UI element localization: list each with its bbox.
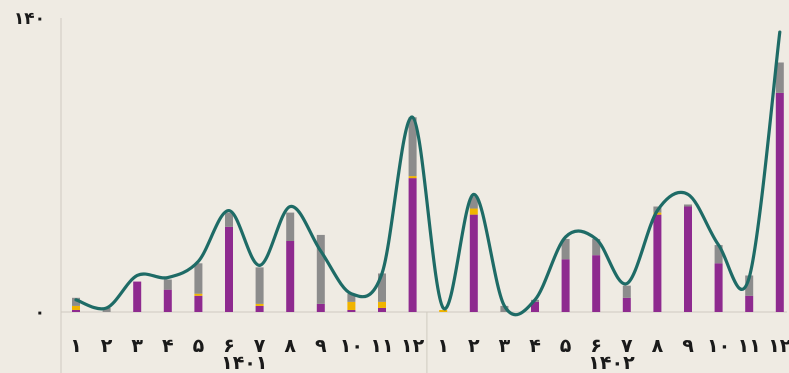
bar-segment: [133, 281, 142, 312]
y-tick-label: ۰: [35, 303, 45, 323]
bar-segment: [469, 196, 478, 209]
bar-segment: [622, 285, 631, 298]
bar-segment: [378, 273, 386, 302]
bar-segment: [225, 212, 233, 227]
bar-segment: [745, 275, 754, 296]
x-tick-label: ۷: [254, 335, 266, 357]
x-tick-label: ۲: [101, 335, 113, 357]
bar-segment: [378, 301, 386, 308]
bar-segment: [439, 309, 448, 312]
x-tick-label: ۳: [131, 335, 143, 357]
x-tick-label: ۱۲: [768, 335, 789, 357]
total-line: [74, 30, 782, 317]
bar-segment: [592, 238, 601, 256]
bar-segment: [72, 297, 80, 306]
x-tick-label: ۱: [70, 335, 82, 357]
x-tick-label: ۸: [652, 335, 664, 357]
x-tick-label: ۹: [682, 335, 694, 357]
bar-segment: [72, 305, 80, 310]
bar-segment: [255, 305, 264, 312]
bar-segment: [653, 214, 662, 312]
bar-segment: [775, 92, 784, 313]
bar-segment: [255, 267, 264, 304]
bar-segment: [714, 245, 723, 264]
bar-segment: [745, 295, 754, 312]
x-tick-label: ۱: [437, 335, 449, 357]
x-tick-label: ۴: [162, 335, 174, 357]
x-tick-label: ۱۱: [738, 335, 761, 357]
bar-segment: [592, 255, 601, 312]
bar-segment: [347, 293, 356, 302]
bar-segment: [347, 301, 356, 310]
bar-segment: [714, 263, 723, 312]
bar-segment: [163, 289, 172, 312]
y-tick-label: ۱۴۰: [14, 9, 45, 29]
bar-segment: [286, 212, 295, 241]
x-tick-label: ۱۱: [370, 335, 393, 357]
bar-segment: [163, 279, 172, 290]
bar-segment: [378, 307, 386, 312]
bar-segment: [102, 307, 111, 312]
bar-segment: [316, 234, 325, 304]
x-tick-label: ۲: [468, 335, 480, 357]
bar-segment: [408, 178, 417, 312]
bar-segment: [469, 214, 478, 312]
bar-segment: [561, 238, 570, 260]
bar-segment: [469, 208, 478, 215]
bar-segment: [225, 226, 233, 312]
bar-segment: [561, 259, 570, 312]
bar-segment: [347, 309, 356, 312]
x-tick-label: ۶: [590, 335, 602, 357]
bar-segment: [72, 309, 80, 312]
x-tick-label: ۴: [529, 335, 541, 357]
group-label: ۱۴۰۲: [588, 352, 635, 373]
bar-segment: [286, 241, 295, 312]
bar-segment: [408, 176, 417, 179]
bar-segment: [194, 263, 203, 294]
x-tick-label: ۱۰: [707, 335, 730, 357]
x-tick-label: ۱۲: [401, 335, 425, 357]
x-tick-label: ۳: [499, 335, 511, 357]
bar-segment: [194, 293, 203, 296]
x-tick-label: ۱۰: [340, 335, 363, 357]
bar-segment: [531, 301, 539, 312]
bar-segment: [194, 295, 203, 312]
bar-segment: [775, 62, 784, 93]
x-tick-label: ۷: [621, 335, 633, 357]
bar-segment: [684, 206, 692, 312]
bar-segment: [684, 204, 692, 207]
x-tick-label: ۸: [284, 335, 296, 357]
x-tick-label: ۵: [193, 335, 205, 357]
bar-segment: [316, 303, 325, 312]
group-label: ۱۴۰۱: [221, 352, 267, 373]
bar-segment: [622, 297, 631, 312]
x-tick-label: ۵: [560, 335, 572, 357]
x-tick-label: ۹: [315, 335, 327, 357]
bar-segment: [255, 303, 264, 306]
bar-segment: [500, 305, 509, 312]
bar-segment: [408, 117, 417, 177]
x-tick-label: ۶: [223, 335, 235, 357]
